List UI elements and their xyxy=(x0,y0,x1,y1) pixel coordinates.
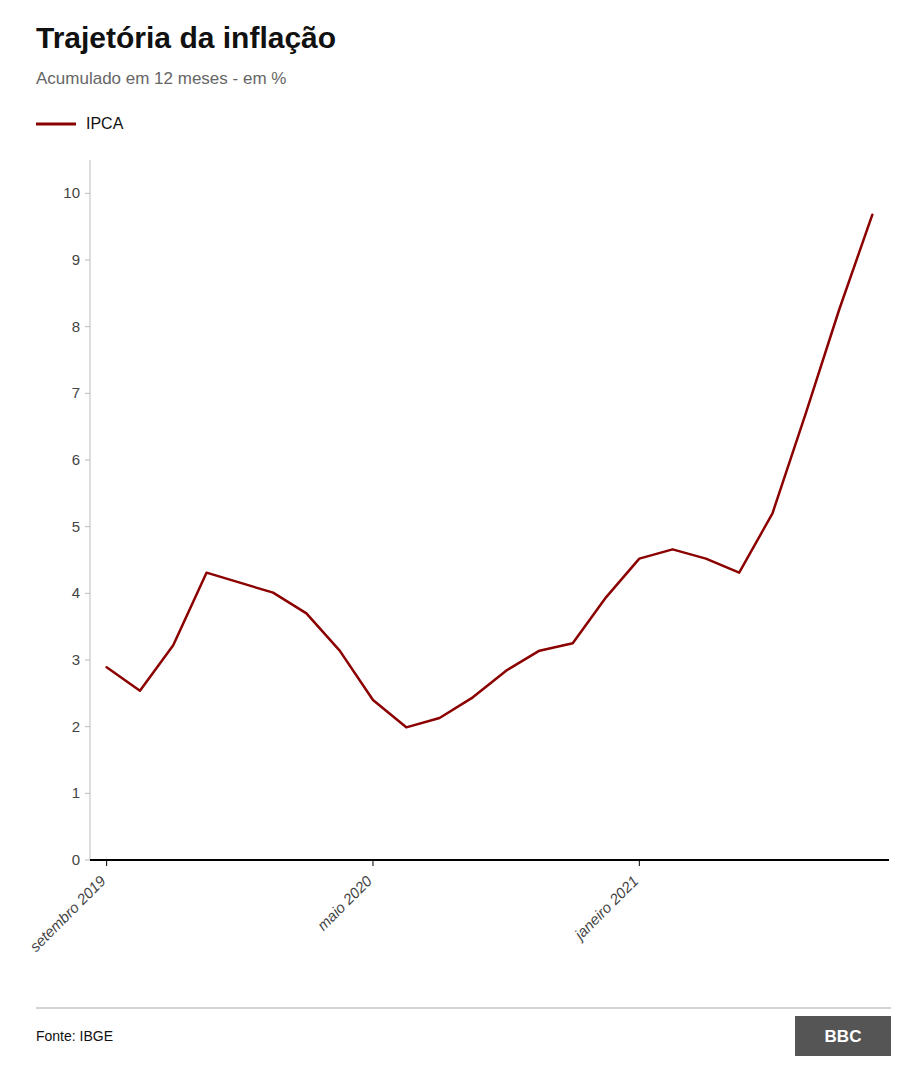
y-axis: 0 1 2 3 4 5 6 7 8 9 10 xyxy=(63,184,90,868)
y-tick-label: 6 xyxy=(72,451,80,468)
legend: IPCA xyxy=(36,115,124,132)
y-tick xyxy=(85,460,90,461)
x-axis-line xyxy=(90,859,889,861)
y-tick xyxy=(85,260,90,261)
y-tick xyxy=(85,193,90,194)
logo-text: BBC xyxy=(825,1027,862,1046)
legend-label: IPCA xyxy=(86,115,124,132)
y-tick xyxy=(85,593,90,594)
subtitle: Acumulado em 12 meses - em % xyxy=(36,69,286,88)
title: Trajetória da inflação xyxy=(36,21,336,54)
y-tick-label: 1 xyxy=(72,784,80,801)
x-tick xyxy=(106,860,107,866)
y-tick-label: 10 xyxy=(63,184,80,201)
y-tick xyxy=(85,726,90,727)
y-axis-line xyxy=(90,160,91,860)
y-tick xyxy=(85,526,90,527)
x-tick-label: setembro 2019 xyxy=(26,872,109,955)
y-tick xyxy=(85,793,90,794)
x-tick xyxy=(639,860,640,866)
y-tick xyxy=(85,326,90,327)
y-tick xyxy=(85,660,90,661)
y-tick-label: 7 xyxy=(72,384,80,401)
y-tick xyxy=(85,393,90,394)
y-tick-label: 2 xyxy=(72,718,80,735)
y-tick-label: 3 xyxy=(72,651,80,668)
series-line xyxy=(107,215,873,728)
y-tick-label: 5 xyxy=(72,518,80,535)
chart: Trajetória da inflação Acumulado em 12 me… xyxy=(0,0,919,1066)
plot-area xyxy=(107,215,873,728)
y-tick-label: 4 xyxy=(72,584,80,601)
x-axis: setembro 2019 maio 2020 janeiro 2021 xyxy=(26,860,641,955)
x-tick-label: maio 2020 xyxy=(314,872,376,934)
y-tick-label: 9 xyxy=(72,251,80,268)
logo-box xyxy=(795,1016,891,1056)
y-tick-label: 8 xyxy=(72,318,80,335)
x-tick xyxy=(372,860,373,866)
source: Fonte: IBGE xyxy=(36,1028,113,1044)
y-tick xyxy=(85,860,90,861)
footer-rule xyxy=(36,1008,891,1009)
x-tick-label: janeiro 2021 xyxy=(570,872,642,944)
legend-swatch xyxy=(36,123,76,126)
y-tick-label: 0 xyxy=(72,851,80,868)
